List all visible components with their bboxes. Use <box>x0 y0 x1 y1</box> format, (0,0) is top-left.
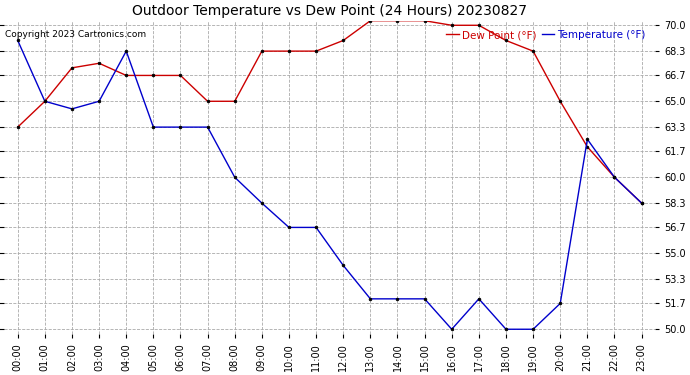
Title: Outdoor Temperature vs Dew Point (24 Hours) 20230827: Outdoor Temperature vs Dew Point (24 Hou… <box>132 4 527 18</box>
Text: Copyright 2023 Cartronics.com: Copyright 2023 Cartronics.com <box>6 30 146 39</box>
Legend: Dew Point (°F), Temperature (°F): Dew Point (°F), Temperature (°F) <box>442 26 650 44</box>
